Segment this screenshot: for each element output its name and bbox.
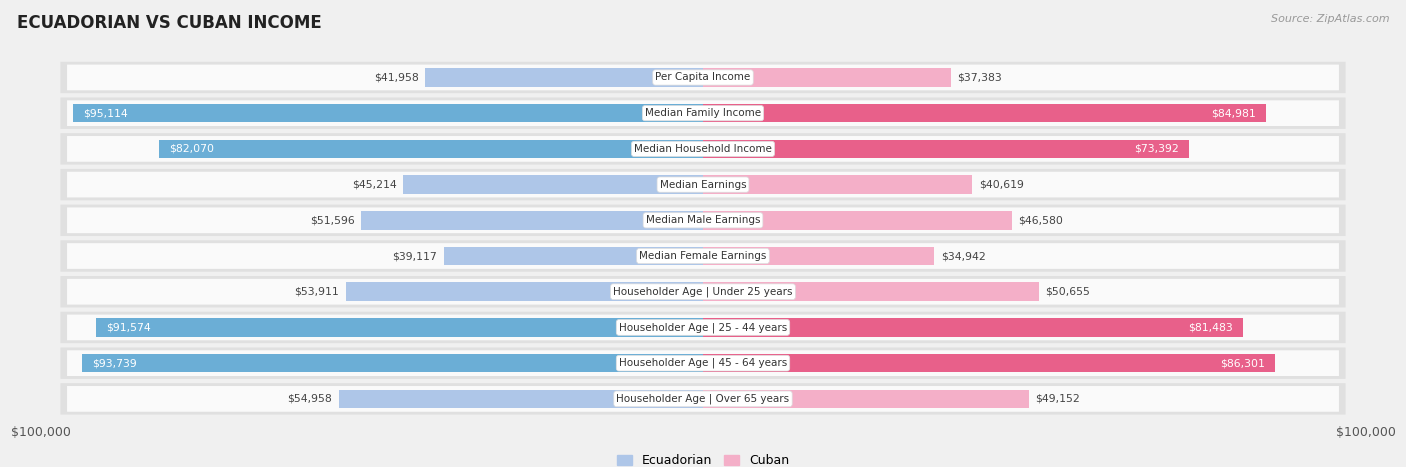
FancyBboxPatch shape bbox=[60, 205, 1346, 236]
Bar bbox=[444, 247, 703, 265]
Text: $51,596: $51,596 bbox=[309, 215, 354, 225]
Text: Median Male Earnings: Median Male Earnings bbox=[645, 215, 761, 225]
Bar bbox=[346, 283, 703, 301]
FancyBboxPatch shape bbox=[60, 133, 1346, 164]
Text: Median Female Earnings: Median Female Earnings bbox=[640, 251, 766, 261]
Text: $82,070: $82,070 bbox=[169, 144, 214, 154]
FancyBboxPatch shape bbox=[60, 98, 1346, 129]
FancyBboxPatch shape bbox=[60, 347, 1346, 379]
Text: $39,117: $39,117 bbox=[392, 251, 437, 261]
Text: $40,619: $40,619 bbox=[979, 180, 1024, 190]
Text: Householder Age | Over 65 years: Householder Age | Over 65 years bbox=[616, 394, 790, 404]
FancyBboxPatch shape bbox=[67, 350, 1339, 376]
FancyBboxPatch shape bbox=[67, 243, 1339, 269]
Text: Householder Age | Under 25 years: Householder Age | Under 25 years bbox=[613, 286, 793, 297]
Bar bbox=[703, 104, 1265, 122]
Text: $91,574: $91,574 bbox=[107, 322, 150, 333]
FancyBboxPatch shape bbox=[67, 136, 1339, 162]
FancyBboxPatch shape bbox=[60, 383, 1346, 415]
Text: $86,301: $86,301 bbox=[1220, 358, 1265, 368]
Bar bbox=[703, 140, 1189, 158]
Bar bbox=[82, 354, 703, 373]
FancyBboxPatch shape bbox=[60, 62, 1346, 93]
FancyBboxPatch shape bbox=[67, 207, 1339, 233]
Text: $49,152: $49,152 bbox=[1035, 394, 1080, 404]
Text: $73,392: $73,392 bbox=[1135, 144, 1180, 154]
Text: $54,958: $54,958 bbox=[288, 394, 332, 404]
Text: Median Household Income: Median Household Income bbox=[634, 144, 772, 154]
Legend: Ecuadorian, Cuban: Ecuadorian, Cuban bbox=[612, 449, 794, 467]
Text: $50,655: $50,655 bbox=[1045, 287, 1090, 297]
Text: $45,214: $45,214 bbox=[352, 180, 396, 190]
Bar bbox=[703, 283, 1039, 301]
Bar bbox=[703, 247, 935, 265]
Text: $84,981: $84,981 bbox=[1211, 108, 1256, 118]
Text: $41,958: $41,958 bbox=[374, 72, 419, 83]
Bar bbox=[159, 140, 703, 158]
Text: $46,580: $46,580 bbox=[1018, 215, 1063, 225]
Bar bbox=[703, 175, 972, 194]
Text: Median Family Income: Median Family Income bbox=[645, 108, 761, 118]
Text: $34,942: $34,942 bbox=[941, 251, 986, 261]
Bar bbox=[339, 389, 703, 408]
FancyBboxPatch shape bbox=[67, 386, 1339, 412]
Bar bbox=[404, 175, 703, 194]
Bar bbox=[703, 354, 1275, 373]
Text: Householder Age | 45 - 64 years: Householder Age | 45 - 64 years bbox=[619, 358, 787, 368]
FancyBboxPatch shape bbox=[67, 100, 1339, 126]
Bar bbox=[73, 104, 703, 122]
Text: $37,383: $37,383 bbox=[957, 72, 1002, 83]
Bar bbox=[703, 389, 1029, 408]
FancyBboxPatch shape bbox=[67, 279, 1339, 304]
Bar bbox=[97, 318, 703, 337]
Bar bbox=[703, 318, 1243, 337]
Text: Source: ZipAtlas.com: Source: ZipAtlas.com bbox=[1271, 14, 1389, 24]
Text: $95,114: $95,114 bbox=[83, 108, 128, 118]
FancyBboxPatch shape bbox=[60, 241, 1346, 272]
Text: ECUADORIAN VS CUBAN INCOME: ECUADORIAN VS CUBAN INCOME bbox=[17, 14, 322, 32]
Text: Per Capita Income: Per Capita Income bbox=[655, 72, 751, 83]
Text: $81,483: $81,483 bbox=[1188, 322, 1233, 333]
FancyBboxPatch shape bbox=[60, 169, 1346, 200]
Text: $53,911: $53,911 bbox=[294, 287, 339, 297]
FancyBboxPatch shape bbox=[60, 276, 1346, 307]
Text: Householder Age | 25 - 44 years: Householder Age | 25 - 44 years bbox=[619, 322, 787, 333]
FancyBboxPatch shape bbox=[67, 64, 1339, 90]
FancyBboxPatch shape bbox=[67, 315, 1339, 340]
Bar bbox=[361, 211, 703, 230]
Bar bbox=[703, 68, 950, 87]
Bar bbox=[425, 68, 703, 87]
Text: $93,739: $93,739 bbox=[91, 358, 136, 368]
FancyBboxPatch shape bbox=[60, 312, 1346, 343]
Bar bbox=[703, 211, 1011, 230]
Text: Median Earnings: Median Earnings bbox=[659, 180, 747, 190]
FancyBboxPatch shape bbox=[67, 172, 1339, 198]
